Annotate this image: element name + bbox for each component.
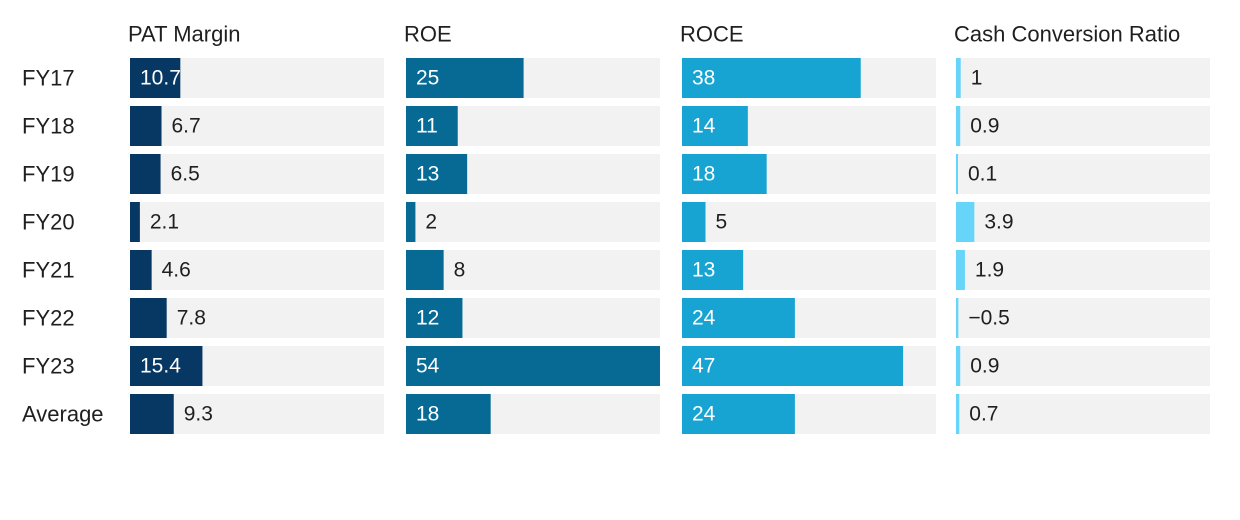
row-label: FY21 — [22, 258, 75, 283]
bar — [406, 346, 660, 386]
data-label: 38 — [692, 67, 715, 90]
data-label: 13 — [692, 259, 715, 282]
bar — [406, 394, 491, 434]
data-label: 24 — [692, 403, 716, 426]
bar-track — [956, 394, 1210, 434]
data-label: 0.1 — [968, 163, 997, 186]
data-label: −0.5 — [968, 307, 1009, 330]
column-title: ROE — [404, 22, 452, 47]
bar — [956, 394, 960, 434]
data-label: 8 — [454, 259, 466, 282]
bar — [956, 346, 961, 386]
data-label: 47 — [692, 355, 715, 378]
data-label: 3.9 — [984, 211, 1013, 234]
bar — [130, 154, 161, 194]
row-label: FY19 — [22, 162, 75, 187]
data-label: 11 — [416, 115, 438, 138]
bar — [956, 298, 959, 338]
data-label: 13 — [416, 163, 439, 186]
row-label: FY22 — [22, 306, 75, 331]
bar — [682, 394, 795, 434]
data-label: 6.7 — [172, 115, 201, 138]
bar — [956, 250, 965, 290]
bar — [682, 298, 795, 338]
data-label: 1.9 — [975, 259, 1004, 282]
bar-track — [130, 250, 384, 290]
data-label: 54 — [416, 355, 440, 378]
bar — [956, 106, 961, 146]
bar — [130, 250, 152, 290]
bar — [130, 202, 140, 242]
bar — [406, 154, 468, 194]
bar-track — [130, 154, 384, 194]
data-label: 0.9 — [970, 355, 999, 378]
row-label: FY20 — [22, 210, 75, 235]
bar — [130, 346, 203, 386]
bar-track — [956, 250, 1210, 290]
bar-track — [130, 202, 384, 242]
bar-track — [130, 298, 384, 338]
row-label: FY23 — [22, 354, 75, 379]
data-label: 2 — [425, 211, 437, 234]
column-title: Cash Conversion Ratio — [954, 22, 1180, 47]
row-label: Average — [22, 402, 104, 427]
data-label: 4.6 — [162, 259, 191, 282]
bar-track — [956, 154, 1210, 194]
data-label: 24 — [692, 307, 716, 330]
bar — [956, 58, 961, 98]
bar-track — [406, 250, 660, 290]
data-label: 0.9 — [970, 115, 999, 138]
bar — [406, 250, 444, 290]
data-label: 2.1 — [150, 211, 179, 234]
data-label: 12 — [416, 307, 439, 330]
column-title: PAT Margin — [128, 22, 240, 47]
data-label: 0.7 — [969, 403, 998, 426]
bar — [406, 202, 416, 242]
bar — [130, 394, 174, 434]
row-label: FY18 — [22, 114, 75, 139]
bar — [682, 154, 767, 194]
bar — [682, 58, 861, 98]
data-label: 15.4 — [140, 355, 181, 378]
data-label: 10.7 — [140, 67, 181, 90]
bar — [682, 346, 904, 386]
bar — [682, 202, 706, 242]
bar-track — [956, 346, 1210, 386]
bar — [406, 298, 463, 338]
row-label: FY17 — [22, 66, 75, 91]
data-label: 6.5 — [171, 163, 200, 186]
bar — [682, 250, 744, 290]
data-label: 5 — [716, 211, 728, 234]
bar-track — [956, 58, 1210, 98]
data-label: 18 — [416, 403, 439, 426]
bar-track — [956, 202, 1210, 242]
bar-track — [130, 106, 384, 146]
bar — [956, 202, 975, 242]
data-label: 1 — [971, 67, 983, 90]
data-label: 14 — [692, 115, 716, 138]
bar — [130, 106, 162, 146]
bar-track — [956, 298, 1210, 338]
bar — [956, 154, 958, 194]
data-label: 25 — [416, 67, 439, 90]
bar — [130, 58, 181, 98]
bar — [682, 106, 748, 146]
bar — [406, 106, 458, 146]
bar-track — [682, 202, 936, 242]
data-label: 9.3 — [184, 403, 213, 426]
bar — [406, 58, 524, 98]
bar-track — [956, 106, 1210, 146]
bar — [130, 298, 167, 338]
data-label: 7.8 — [177, 307, 206, 330]
bar-track — [406, 202, 660, 242]
data-label: 18 — [692, 163, 715, 186]
column-title: ROCE — [680, 22, 744, 47]
